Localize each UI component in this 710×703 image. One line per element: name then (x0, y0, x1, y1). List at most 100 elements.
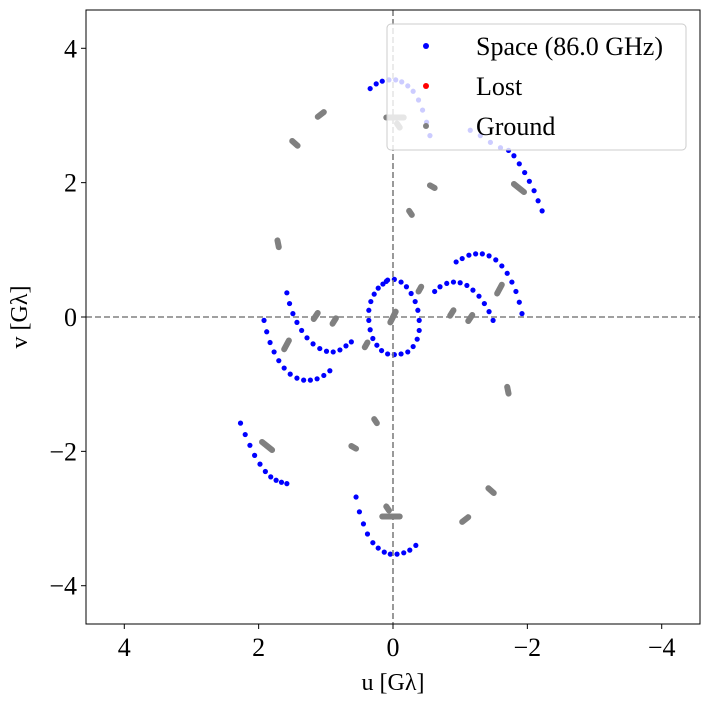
space-point-1-8 (526, 178, 532, 184)
legend-box (386, 23, 687, 151)
x-tick-label: −2 (514, 633, 542, 662)
space-point-9-5 (486, 253, 492, 259)
ground-track-10 (371, 416, 380, 427)
space-point-2-10 (356, 509, 363, 515)
space-point-3-3 (252, 452, 258, 458)
space-point-6-12 (327, 368, 333, 374)
space-point-3-1 (242, 431, 248, 438)
space-point-5-5 (366, 317, 372, 323)
space-point-6-8 (301, 377, 307, 383)
space-point-7-12 (348, 339, 354, 345)
space-point-9-2 (466, 252, 472, 258)
space-series (237, 77, 545, 557)
space-point-4-2 (398, 279, 404, 285)
ground-track-19 (329, 315, 339, 327)
y-axis-label: v [Gλ] (7, 286, 33, 349)
space-point-2-6 (375, 545, 381, 551)
space-point-7-3 (294, 319, 300, 325)
space-point-4-4 (408, 290, 414, 297)
ground-track-22 (465, 311, 476, 325)
space-point-5-8 (371, 291, 377, 297)
legend-marker-lost (423, 83, 429, 89)
space-point-1-7 (522, 169, 528, 176)
space-point-7-9 (330, 349, 336, 355)
space-point-9-4 (479, 251, 485, 257)
ground-track-18 (494, 281, 505, 297)
space-point-8-7 (476, 293, 482, 299)
space-point-4-12 (398, 351, 404, 357)
space-point-7-6 (310, 341, 316, 347)
space-point-2-0 (413, 542, 419, 549)
y-axis-ticks: 4 2 0 −2 −4 (49, 34, 86, 601)
space-point-1-11 (539, 208, 545, 214)
ground-track-9 (406, 207, 415, 218)
space-point-3-2 (247, 442, 253, 448)
space-point-3-0 (237, 420, 244, 426)
space-point-7-5 (304, 335, 310, 341)
space-point-9-12 (519, 311, 525, 317)
ground-track-17 (281, 337, 292, 353)
space-point-4-5 (412, 298, 418, 305)
space-point-4-9 (414, 336, 420, 342)
x-tick-label: 2 (252, 633, 265, 662)
space-point-2-9 (360, 521, 367, 527)
space-point-6-11 (321, 372, 327, 379)
x-axis-ticks: 4 2 0 −2 −4 (118, 624, 676, 662)
ground-track-8 (348, 442, 360, 452)
space-point-9-3 (473, 251, 479, 257)
space-point-2-4 (387, 551, 393, 557)
space-point-7-1 (286, 300, 293, 307)
space-point-6-10 (314, 376, 320, 382)
y-tick-label: −2 (49, 437, 77, 466)
space-point-3-8 (278, 479, 285, 485)
space-point-9-6 (493, 257, 499, 263)
space-point-2-2 (401, 550, 407, 556)
space-point-0-0 (367, 85, 373, 92)
x-tick-label: 0 (387, 633, 400, 662)
space-point-4-3 (403, 284, 410, 290)
space-point-7-8 (323, 348, 330, 354)
x-tick-label: 4 (118, 633, 131, 662)
space-point-4-8 (416, 327, 422, 334)
space-point-4-6 (415, 307, 421, 313)
space-point-6-4 (276, 358, 282, 364)
space-point-4-10 (410, 343, 416, 350)
space-point-5-6 (366, 307, 372, 313)
space-point-1-6 (516, 161, 522, 167)
space-point-7-0 (284, 290, 290, 296)
ground-track-21 (310, 309, 321, 323)
legend-label-ground: Ground (476, 112, 555, 141)
ground-track-16 (383, 503, 392, 514)
ground-track-4 (289, 137, 301, 149)
ground-track-14 (259, 438, 276, 454)
space-point-8-3 (450, 279, 457, 285)
space-point-7-2 (290, 311, 296, 317)
space-point-3-9 (284, 480, 290, 487)
y-tick-label: 2 (64, 169, 77, 198)
space-point-5-4 (367, 327, 373, 333)
x-tick-label: −4 (648, 633, 676, 662)
y-tick-label: −4 (49, 572, 77, 601)
legend-marker-space (423, 43, 429, 49)
space-point-6-7 (294, 375, 300, 381)
space-point-7-11 (343, 343, 349, 349)
space-point-0-1 (373, 81, 379, 87)
ground-track-2 (314, 109, 327, 120)
ground-track-24 (415, 283, 425, 295)
legend: Space (86.0 GHz) Lost Ground (386, 23, 687, 151)
space-point-5-2 (374, 342, 380, 348)
ground-track-3 (459, 514, 472, 525)
space-point-2-8 (364, 531, 371, 537)
space-point-9-8 (504, 270, 510, 276)
space-point-8-4 (457, 280, 463, 286)
space-point-1-10 (535, 198, 541, 204)
ground-series (259, 109, 527, 525)
space-point-9-7 (499, 263, 505, 269)
space-point-6-6 (287, 371, 293, 377)
space-point-9-1 (459, 255, 465, 262)
ground-track-13 (510, 180, 527, 196)
space-point-9-9 (509, 279, 515, 285)
space-point-5-7 (368, 298, 374, 305)
space-point-5-1 (378, 347, 385, 354)
